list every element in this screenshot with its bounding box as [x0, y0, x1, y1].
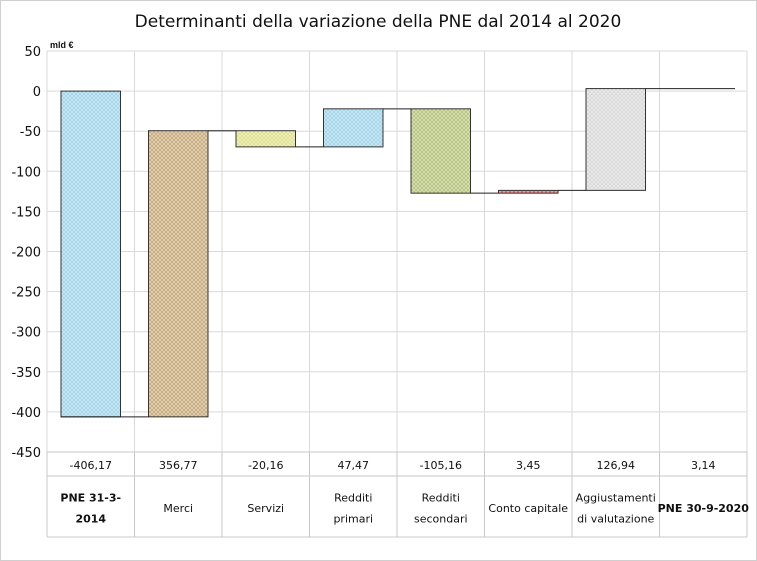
y-tick-label: -50: [20, 125, 41, 140]
value-label: 47,47: [338, 459, 370, 472]
bars: [60, 88, 646, 418]
y-axis-ticks: 50 0 -50 -100 -150 -200 -250 -300 -350 -400 -450: [11, 45, 41, 461]
bar: [60, 90, 121, 418]
category-label: secondari: [414, 513, 468, 526]
category-label: PNE 30-9-2020: [658, 502, 750, 515]
category-label: Redditi: [334, 492, 372, 505]
value-label: 3,14: [691, 459, 716, 472]
value-label: 3,45: [516, 459, 541, 472]
bar: [148, 130, 209, 418]
y-tick-label: -450: [11, 446, 41, 461]
value-label: 126,94: [597, 459, 636, 472]
y-tick-label: 0: [33, 85, 41, 100]
category-label: PNE 31-3-: [60, 492, 121, 505]
y-tick-label: -400: [11, 406, 41, 421]
category-label: Servizi: [247, 502, 284, 515]
bar: [235, 130, 296, 148]
bar: [410, 108, 471, 194]
value-label: -105,16: [420, 459, 462, 472]
category-label: 2014: [75, 513, 106, 526]
bar: [585, 88, 646, 191]
category-label: di valutazione: [577, 513, 654, 526]
bar: [323, 108, 384, 148]
category-label: Merci: [163, 502, 193, 515]
y-tick-label: -250: [11, 286, 41, 301]
value-label: -20,16: [248, 459, 283, 472]
data-table: -406,17 356,77 -20,16 47,47 -105,16 3,45 126,9…: [46, 451, 750, 538]
category-label: primari: [333, 513, 373, 526]
chart-title: Determinanti della variazione della PNE …: [135, 12, 622, 32]
y-tick-label: -150: [11, 205, 41, 220]
connectors: [61, 88, 735, 418]
value-label: -406,17: [70, 459, 112, 472]
category-label: Aggiustamenti: [576, 492, 656, 505]
bar: [498, 189, 559, 194]
y-tick-label: -300: [11, 326, 41, 341]
value-label: 356,77: [159, 459, 198, 472]
y-tick-label: -100: [11, 165, 41, 180]
unit-label: mld €: [50, 40, 74, 50]
y-tick-label: -200: [11, 246, 41, 261]
y-tick-label: -350: [11, 366, 41, 381]
category-label: Redditi: [422, 492, 460, 505]
y-tick-label: 50: [24, 45, 41, 60]
category-label: Conto capitale: [488, 502, 568, 515]
